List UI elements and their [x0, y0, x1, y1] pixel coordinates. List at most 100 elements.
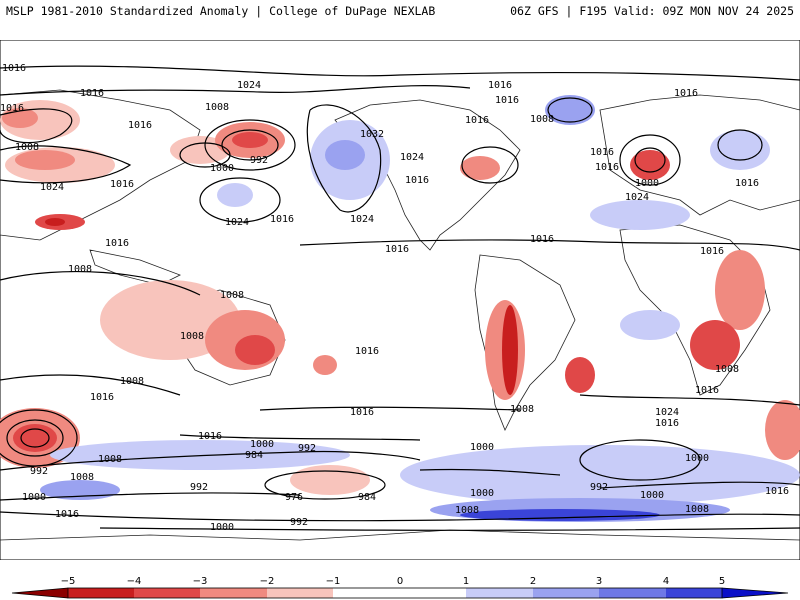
anomaly-neg18 [630, 150, 670, 180]
contour-label: 1008 [530, 114, 554, 125]
contour-label: −4 [127, 576, 142, 587]
colorbar-arrow-right [722, 588, 788, 598]
contour-label: 1000 [635, 178, 659, 189]
contour-label: −3 [193, 576, 208, 587]
anomaly-pos7 [620, 310, 680, 340]
contour-label: −5 [61, 576, 76, 587]
contour-label: 1000 [470, 488, 494, 499]
contour-label: −1 [326, 576, 341, 587]
anomaly-neg16 [502, 305, 518, 395]
anomaly-neg12 [235, 335, 275, 365]
anomaly-neg20 [690, 320, 740, 370]
contour-label: 1000 [250, 439, 274, 450]
map-title: MSLP 1981-2010 Standardized Anomaly | Co… [6, 4, 436, 18]
anomaly-colorbar: −5 −4 −3 −2 −1 0 1 2 3 4 5 [11, 576, 789, 599]
contour-label: 0 [397, 576, 403, 587]
contour-label: 1008 [180, 331, 204, 342]
contour-label: 1016 [355, 346, 379, 357]
contour-label: 1000 [210, 163, 234, 174]
colorbar-bin-pos1 [400, 588, 466, 598]
contour-label: 992 [290, 517, 308, 528]
anomaly-pos5 [710, 130, 770, 170]
contour-label: 1032 [360, 129, 384, 140]
anomaly-neg24 [765, 400, 800, 460]
contour-label: 1016 [674, 88, 698, 99]
contour-label: 1016 [90, 392, 114, 403]
anomaly-map: 1016 1024 1016 1016 1016 1016 1016 1016 … [0, 40, 800, 560]
contour-label: 1008 [220, 290, 244, 301]
contour-label: 992 [590, 482, 608, 493]
anomaly-neg23 [290, 465, 370, 495]
contour-label: 1016 [350, 407, 374, 418]
colorbar-arrow-left [12, 588, 68, 598]
contour-label: 992 [190, 482, 208, 493]
contour-label: 5 [719, 576, 725, 587]
anomaly-pos11 [460, 509, 660, 521]
contour-label: 1016 [198, 431, 222, 442]
contour-label: −2 [260, 576, 275, 587]
anomaly-pos8 [50, 440, 350, 470]
contour-label: 1000 [22, 492, 46, 503]
anomaly-pos4 [545, 95, 595, 125]
contour-label: 1000 [640, 490, 664, 501]
contour-label: 1008 [205, 102, 229, 113]
contour-label: 1016 [695, 385, 719, 396]
contour-label: 1008 [15, 142, 39, 153]
contour-label: 2 [530, 576, 536, 587]
anomaly-neg5 [170, 136, 230, 164]
contour-label: 3 [596, 576, 602, 587]
anomaly-neg22 [13, 424, 57, 452]
anomaly-neg9 [45, 218, 65, 226]
contour-label: 1016 [270, 214, 294, 225]
contour-label: 1000 [210, 522, 234, 533]
contour-label: 1016 [405, 175, 429, 186]
anomaly-neg4 [15, 150, 75, 170]
contour-label: 1016 [465, 115, 489, 126]
colorbar-bin-neg1 [333, 588, 400, 598]
contour-label: 1008 [120, 376, 144, 387]
anomaly-neg14 [460, 156, 500, 180]
contour-label: 992 [250, 155, 268, 166]
model-run-label: 06Z GFS | F195 Valid: 09Z MON NOV 24 202… [510, 4, 794, 18]
anomaly-neg17 [565, 357, 595, 393]
colorbar-bin-pos4 [599, 588, 666, 598]
contour-label: 1008 [70, 472, 94, 483]
contour-label: 1024 [225, 217, 249, 228]
colorbar-bin-pos2 [466, 588, 533, 598]
contour-label: 1008 [715, 364, 739, 375]
contour-label: 984 [245, 450, 263, 461]
contour-label: 1000 [685, 453, 709, 464]
anomaly-neg7 [232, 132, 268, 148]
contour-label: 1016 [495, 95, 519, 106]
contour-label: 1016 [128, 120, 152, 131]
contour-label: 1 [463, 576, 469, 587]
anomaly-pos3 [217, 183, 253, 207]
colorbar-bin-neg5 [68, 588, 134, 598]
contour-label: 1008 [98, 454, 122, 465]
contour-label: 1008 [455, 505, 479, 516]
contour-label: 1024 [40, 182, 64, 193]
contour-label: 1016 [488, 80, 512, 91]
contour-label: 1008 [510, 404, 534, 415]
anomaly-neg13 [313, 355, 337, 375]
contour-label: 1000 [470, 442, 494, 453]
contour-label: 1008 [685, 504, 709, 515]
contour-label: 4 [663, 576, 669, 587]
contour-label: 1024 [655, 407, 679, 418]
colorbar-ticks: −5 −4 −3 −2 −1 0 1 2 3 4 5 [61, 576, 726, 587]
colorbar-bins [11, 587, 789, 599]
contour-label: 1016 [105, 238, 129, 249]
contour-label: 1016 [655, 418, 679, 429]
contour-label: 1016 [0, 103, 24, 114]
contour-labels: 1016 1024 1016 1016 1016 1016 1016 1016 … [0, 63, 789, 533]
colorbar-bin-pos5 [666, 588, 722, 598]
contour-label: 1016 [595, 162, 619, 173]
contour-label: 992 [298, 443, 316, 454]
contour-label: 1016 [385, 244, 409, 255]
contour-label: 1016 [735, 178, 759, 189]
contour-label: 1016 [530, 234, 554, 245]
colorbar-bin-neg2 [267, 588, 333, 598]
contour-label: 1016 [765, 486, 789, 497]
contour-label: 984 [358, 492, 376, 503]
contour-label: 1024 [400, 152, 424, 163]
